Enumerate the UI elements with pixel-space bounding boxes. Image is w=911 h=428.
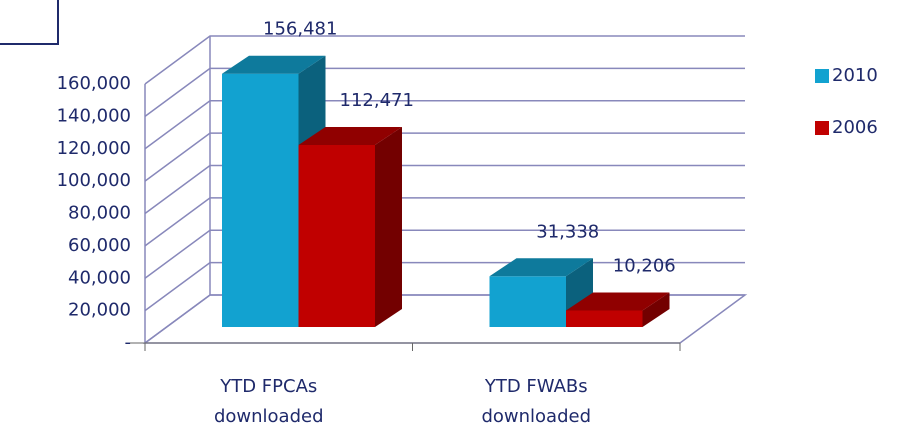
legend-swatch — [815, 121, 829, 135]
value-label: 156,481 — [263, 19, 337, 40]
y-tick-label: 100,000 — [57, 170, 131, 191]
x-tick-label-line: YTD FWABs — [484, 376, 588, 397]
frame-corner — [0, 0, 59, 45]
x-tick-label-line: downloaded — [214, 406, 324, 427]
value-label: 112,471 — [340, 90, 414, 111]
y-tick-label: 120,000 — [57, 138, 131, 159]
bar-front — [222, 73, 299, 327]
bar-top — [489, 258, 593, 277]
y-tick-label: 20,000 — [68, 300, 131, 321]
bar-front — [489, 276, 566, 327]
bar-side — [375, 126, 402, 328]
x-tick-label: YTD FWABs downloaded — [481, 376, 591, 427]
bar-top — [566, 292, 670, 311]
bar-top — [298, 126, 402, 145]
value-label: 31,338 — [536, 221, 599, 242]
x-tick-label-line: YTD FPCAs — [219, 376, 317, 397]
bar-side — [642, 292, 670, 327]
y-tick-label: 40,000 — [68, 267, 131, 288]
y-tick-label: 80,000 — [68, 203, 131, 224]
y-tick-label: 160,000 — [57, 73, 131, 94]
legend-label: 2010 — [832, 65, 878, 86]
legend-label: 2006 — [832, 117, 878, 138]
y-tick-label: 140,000 — [57, 105, 131, 126]
value-label: 10,206 — [613, 255, 676, 276]
y-tick-label: 60,000 — [68, 235, 131, 256]
bar-front — [566, 310, 643, 327]
bar — [566, 292, 670, 327]
bar-front — [298, 144, 375, 327]
bar-top — [222, 55, 326, 74]
legend-swatch — [815, 69, 829, 83]
x-tick-label: YTD FPCAs downloaded — [214, 376, 324, 427]
y-tick-label: - — [125, 332, 132, 353]
bar — [298, 126, 402, 328]
x-tick-label-line: downloaded — [481, 406, 591, 427]
